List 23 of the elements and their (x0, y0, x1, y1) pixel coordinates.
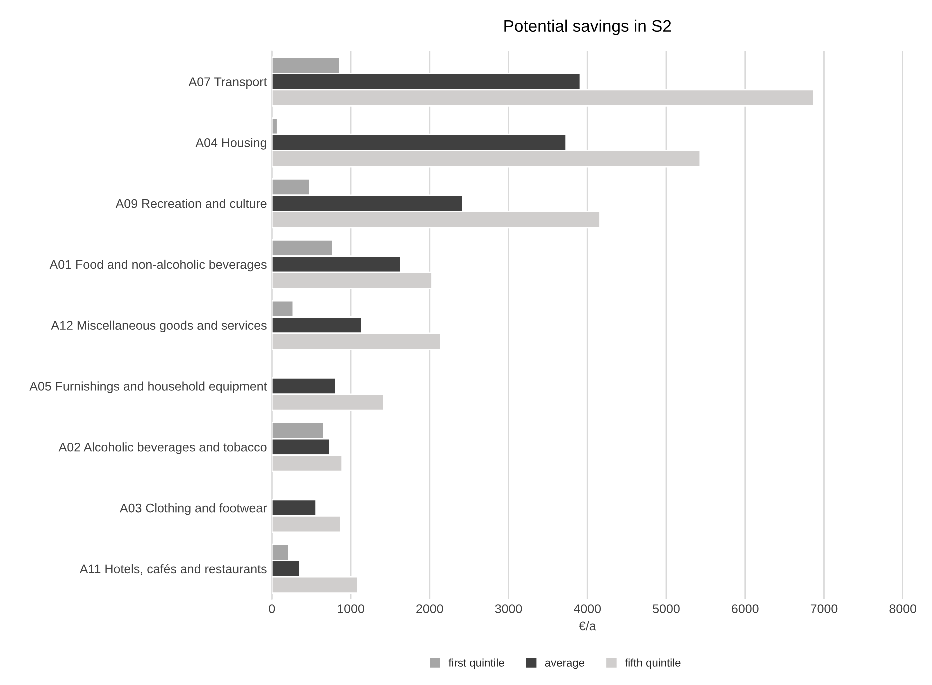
x-tick-label: 0 (269, 604, 276, 614)
x-tick-label: 7000 (810, 604, 838, 614)
legend-label: fifth quintile (625, 658, 681, 670)
y-tick-label: A05 Furnishings and household equipment (30, 382, 268, 394)
y-tick-label: A12 Miscellaneous goods and services (51, 320, 267, 332)
y-tick-label: A01 Food and non-alcoholic beverages (50, 260, 267, 272)
chart-title: Potential savings in S2 (504, 20, 672, 36)
y-tick-label: A07 Transport (188, 78, 268, 89)
x-tick-label: 4000 (574, 604, 602, 614)
x-axis-title: €/a (579, 621, 596, 631)
y-tick-label: A09 Recreation and culture (116, 199, 267, 208)
y-tick-label: A11 Hotels, cafés and restaurants (80, 564, 267, 576)
legend-label: first quintile (448, 658, 504, 670)
x-tick-label: 2000 (416, 604, 444, 614)
x-tick-label: 5000 (653, 604, 680, 614)
x-tick-label: 1000 (338, 604, 364, 614)
y-tick-label: A03 Clothing and footwear (120, 504, 268, 516)
x-tick-label: 3000 (495, 604, 522, 614)
y-tick-label: A02 Alcoholic beverages and tobacco (58, 442, 267, 454)
x-tick-label: 8000 (890, 604, 917, 614)
legend-label: average (545, 660, 585, 670)
x-tick-label: 6000 (732, 604, 759, 614)
y-tick-label: A04 Housing (196, 138, 266, 150)
